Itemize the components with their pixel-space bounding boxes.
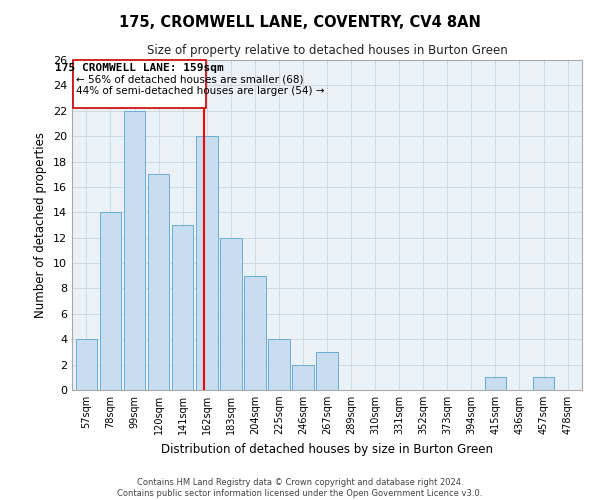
Bar xyxy=(316,352,338,390)
Text: 44% of semi-detached houses are larger (54) →: 44% of semi-detached houses are larger (… xyxy=(76,86,324,96)
Bar xyxy=(196,136,218,390)
Bar xyxy=(533,378,554,390)
Title: Size of property relative to detached houses in Burton Green: Size of property relative to detached ho… xyxy=(146,44,508,58)
Bar xyxy=(76,339,97,390)
Bar xyxy=(485,378,506,390)
Bar xyxy=(100,212,121,390)
Bar xyxy=(124,111,145,390)
Bar xyxy=(268,339,290,390)
Y-axis label: Number of detached properties: Number of detached properties xyxy=(34,132,47,318)
Text: 175 CROMWELL LANE: 159sqm: 175 CROMWELL LANE: 159sqm xyxy=(55,63,224,73)
X-axis label: Distribution of detached houses by size in Burton Green: Distribution of detached houses by size … xyxy=(161,442,493,456)
Text: ← 56% of detached houses are smaller (68): ← 56% of detached houses are smaller (68… xyxy=(76,74,303,85)
Bar xyxy=(172,225,193,390)
Text: 175, CROMWELL LANE, COVENTRY, CV4 8AN: 175, CROMWELL LANE, COVENTRY, CV4 8AN xyxy=(119,15,481,30)
Text: Contains HM Land Registry data © Crown copyright and database right 2024.
Contai: Contains HM Land Registry data © Crown c… xyxy=(118,478,482,498)
Bar xyxy=(292,364,314,390)
FancyBboxPatch shape xyxy=(73,60,206,108)
Bar xyxy=(244,276,266,390)
Bar xyxy=(220,238,242,390)
Bar xyxy=(148,174,169,390)
